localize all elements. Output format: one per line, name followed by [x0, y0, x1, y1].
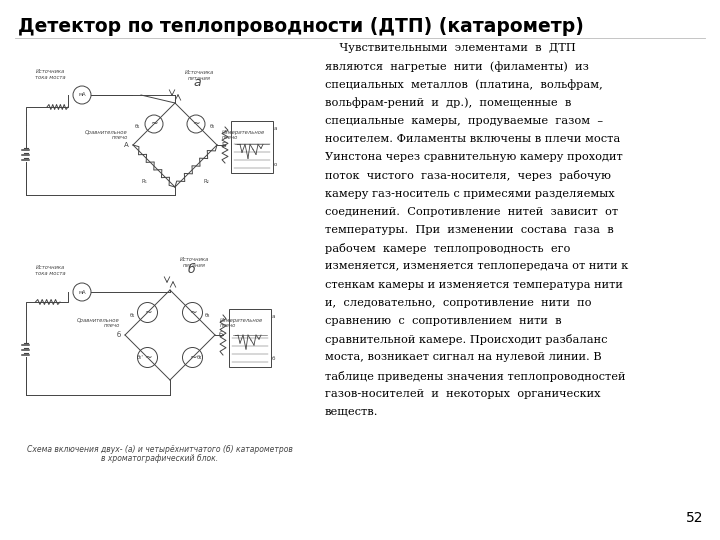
Text: Уинстона через сравнительную камеру проходит: Уинстона через сравнительную камеру прох… [325, 152, 623, 162]
Circle shape [73, 283, 91, 301]
Text: вольфрам-рений  и  др.),  помещенные  в: вольфрам-рений и др.), помещенные в [325, 98, 572, 109]
Text: веществ.: веществ. [325, 407, 379, 417]
Text: 52: 52 [685, 511, 703, 525]
Text: ~: ~ [150, 119, 158, 129]
Text: являются  нагретые  нити  (филаменты)  из: являются нагретые нити (филаменты) из [325, 61, 589, 72]
Text: R₁: R₁ [141, 179, 147, 184]
Text: θ₄': θ₄' [197, 355, 203, 360]
Text: газов-носителей  и  некоторых  органических: газов-носителей и некоторых органических [325, 389, 600, 399]
Text: θ₃: θ₃ [204, 313, 210, 318]
Text: сравнению  с  сопротивлением  нити  в: сравнению с сопротивлением нити в [325, 316, 562, 326]
Text: θ₂': θ₂' [137, 355, 143, 360]
Text: Б: Б [221, 142, 226, 148]
Text: о: о [274, 163, 277, 167]
Text: Чувствительными  элементами  в  ДТП: Чувствительными элементами в ДТП [325, 43, 576, 53]
Text: соединений.  Сопротивление  нитей  зависит  от: соединений. Сопротивление нитей зависит … [325, 207, 618, 217]
Text: мА: мА [78, 289, 86, 294]
Text: θ₁: θ₁ [135, 125, 140, 130]
Text: Схема включения двух- (а) и четырёхнитчатого (б) катарометров: Схема включения двух- (а) и четырёхнитча… [27, 445, 293, 454]
Text: сравнительной камере. Происходит разбаланс: сравнительной камере. Происходит разбала… [325, 334, 608, 345]
Text: поток  чистого  газа-носителя,  через  рабочую: поток чистого газа-носителя, через рабоч… [325, 171, 611, 181]
Text: θ₁: θ₁ [130, 313, 135, 318]
Text: б: б [219, 332, 223, 338]
Text: камеру газ-носитель с примесями разделяемых: камеру газ-носитель с примесями разделяе… [325, 188, 615, 199]
Circle shape [187, 115, 205, 133]
Text: рабочем  камере  теплопроводность  его: рабочем камере теплопроводность его [325, 243, 570, 254]
Text: Сравнительное
плечо: Сравнительное плечо [85, 130, 128, 140]
Text: А: А [125, 142, 129, 148]
Text: Источника
питания: Источника питания [180, 257, 210, 268]
Text: Источника
тока моста: Источника тока моста [35, 69, 66, 80]
Text: а: а [272, 314, 276, 320]
Text: θ₂: θ₂ [210, 125, 215, 130]
Text: ~: ~ [189, 308, 197, 317]
Text: ~: ~ [144, 308, 151, 317]
Text: а: а [193, 76, 201, 89]
Circle shape [73, 86, 91, 104]
Text: а: а [274, 126, 277, 132]
Text: стенкам камеры и изменяется температура нити: стенкам камеры и изменяется температура … [325, 280, 623, 289]
Circle shape [138, 302, 158, 322]
Text: изменяется, изменяется теплопередача от нити к: изменяется, изменяется теплопередача от … [325, 261, 629, 272]
Text: Измерительное
плечо: Измерительное плечо [222, 130, 265, 140]
Text: температуры.  При  изменении  состава  газа  в: температуры. При изменении состава газа … [325, 225, 613, 235]
Text: специальных  металлов  (платина,  вольфрам,: специальных металлов (платина, вольфрам, [325, 79, 603, 90]
Circle shape [145, 115, 163, 133]
Text: ~: ~ [144, 353, 151, 362]
Text: специальные  камеры,  продуваемые  газом  –: специальные камеры, продуваемые газом – [325, 116, 603, 126]
Bar [231, 121, 273, 173]
Text: мА: мА [78, 92, 86, 98]
Text: и,  следовательно,  сопротивление  нити  по: и, следовательно, сопротивление нити по [325, 298, 592, 308]
Text: носителем. Филаменты включены в плечи моста: носителем. Филаменты включены в плечи мо… [325, 134, 620, 144]
Text: Сравнительное
плечо: Сравнительное плечо [77, 318, 120, 328]
Text: б: б [117, 332, 121, 338]
Circle shape [138, 348, 158, 368]
Text: моста, возникает сигнал на нулевой линии. В: моста, возникает сигнал на нулевой линии… [325, 353, 602, 362]
Circle shape [182, 348, 202, 368]
Bar [229, 309, 271, 367]
Text: б: б [272, 356, 276, 361]
Text: таблице приведены значения теплопроводностей: таблице приведены значения теплопроводно… [325, 370, 626, 382]
Text: Детектор по теплопроводности (ДТП) (катарометр): Детектор по теплопроводности (ДТП) (ката… [18, 17, 584, 36]
Text: Источника
тока моста: Источника тока моста [35, 265, 66, 276]
Text: Измерительное
плечо: Измерительное плечо [220, 318, 264, 328]
Circle shape [182, 302, 202, 322]
Text: Источника
питания: Источника питания [185, 70, 215, 81]
Text: ~: ~ [189, 353, 197, 362]
Text: в хроматографический блок.: в хроматографический блок. [102, 454, 219, 463]
Text: ~: ~ [192, 119, 199, 129]
Text: R₂: R₂ [203, 179, 209, 184]
Text: б: б [188, 263, 196, 276]
